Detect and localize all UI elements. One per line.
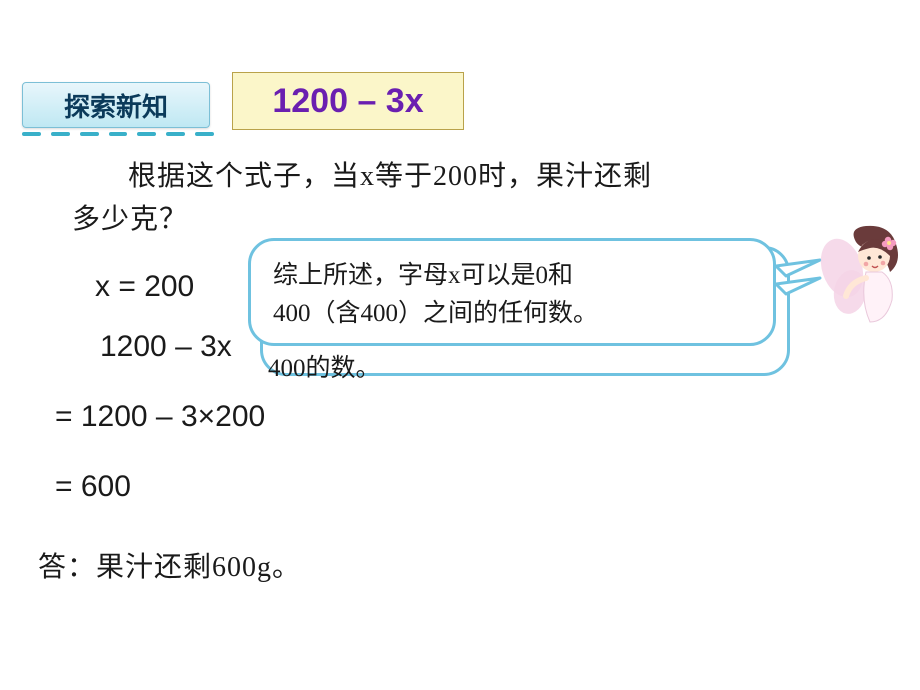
formula-text: 1200 – 3x — [272, 82, 423, 121]
question-line1: 根据这个式子，当x等于200时，果汁还剩 — [128, 161, 652, 192]
speech-bubble-tail — [776, 258, 826, 302]
dash-underline — [22, 132, 214, 140]
question-line2: 多少克？ — [72, 204, 188, 235]
speech-bubble: 综上所述，字母x可以是0和 400（含400）之间的任何数。 — [248, 238, 776, 346]
fairy-icon — [820, 222, 910, 332]
work-step-3: = 1200 – 3×200 — [55, 400, 265, 434]
bubble-line2: 400（含400）之间的任何数。 — [273, 300, 598, 327]
question-text: 根据这个式子，当x等于200时，果汁还剩 多少克？ — [72, 155, 832, 242]
formula-highlight: 1200 – 3x — [232, 72, 464, 130]
section-badge: 探索新知 — [22, 82, 210, 128]
bubble-peek-text: 400的数。 — [268, 348, 381, 384]
answer-line: 答：果汁还剩600g。 — [38, 545, 301, 585]
bubble-line1: 综上所述，字母x可以是0和 — [273, 262, 573, 289]
work-step-2: 1200 – 3x — [100, 330, 232, 364]
section-badge-label: 探索新知 — [64, 87, 168, 124]
work-step-1: x = 200 — [95, 270, 194, 304]
work-step-4: = 600 — [55, 470, 131, 504]
